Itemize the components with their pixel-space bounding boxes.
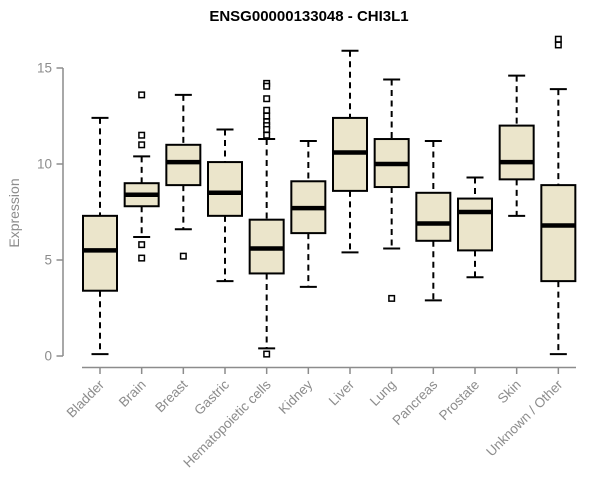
outlier-point — [554, 35, 562, 43]
outlier-point — [388, 294, 396, 302]
box-bladder — [82, 214, 118, 292]
x-category-label: Prostate — [436, 377, 482, 423]
box-gastric — [207, 161, 244, 217]
outlier-point — [263, 95, 271, 103]
outlier-point — [179, 252, 187, 260]
y-tick-label: 15 — [37, 61, 52, 76]
outlier-point — [138, 241, 146, 249]
outlier-point — [138, 91, 146, 99]
x-category-label: Lung — [367, 377, 399, 409]
x-category-label: Brain — [116, 377, 149, 410]
y-tick-label: 5 — [44, 253, 52, 268]
x-category-label: Kidney — [276, 377, 316, 417]
outlier-point — [138, 254, 146, 262]
outlier-point — [263, 106, 271, 114]
outlier-point — [263, 350, 271, 358]
y-tick-label: 10 — [37, 157, 52, 172]
outlier-point — [263, 82, 271, 90]
x-category-label: Gastric — [191, 377, 232, 418]
x-category-label: Pancreas — [390, 377, 441, 428]
box-prostate — [457, 197, 494, 252]
box-skin — [498, 124, 535, 181]
outlier-point — [263, 112, 271, 120]
box-pancreas — [415, 191, 452, 242]
outlier-point — [138, 141, 146, 149]
x-category-label: Skin — [495, 377, 524, 406]
outlier-point — [138, 131, 146, 139]
x-category-label: Breast — [152, 377, 190, 415]
x-category-label: Bladder — [64, 377, 108, 421]
x-category-label: Liver — [326, 377, 358, 409]
chart-title: ENSG00000133048 - CHI3L1 — [209, 8, 409, 25]
outlier-point — [263, 131, 271, 139]
box-breast — [165, 143, 202, 187]
outlier-point — [263, 125, 271, 133]
y-tick-label: 0 — [44, 349, 52, 364]
x-category-label: Unknown / Other — [483, 377, 566, 460]
box-unknown-other — [540, 184, 577, 283]
outlier-point — [554, 41, 562, 49]
